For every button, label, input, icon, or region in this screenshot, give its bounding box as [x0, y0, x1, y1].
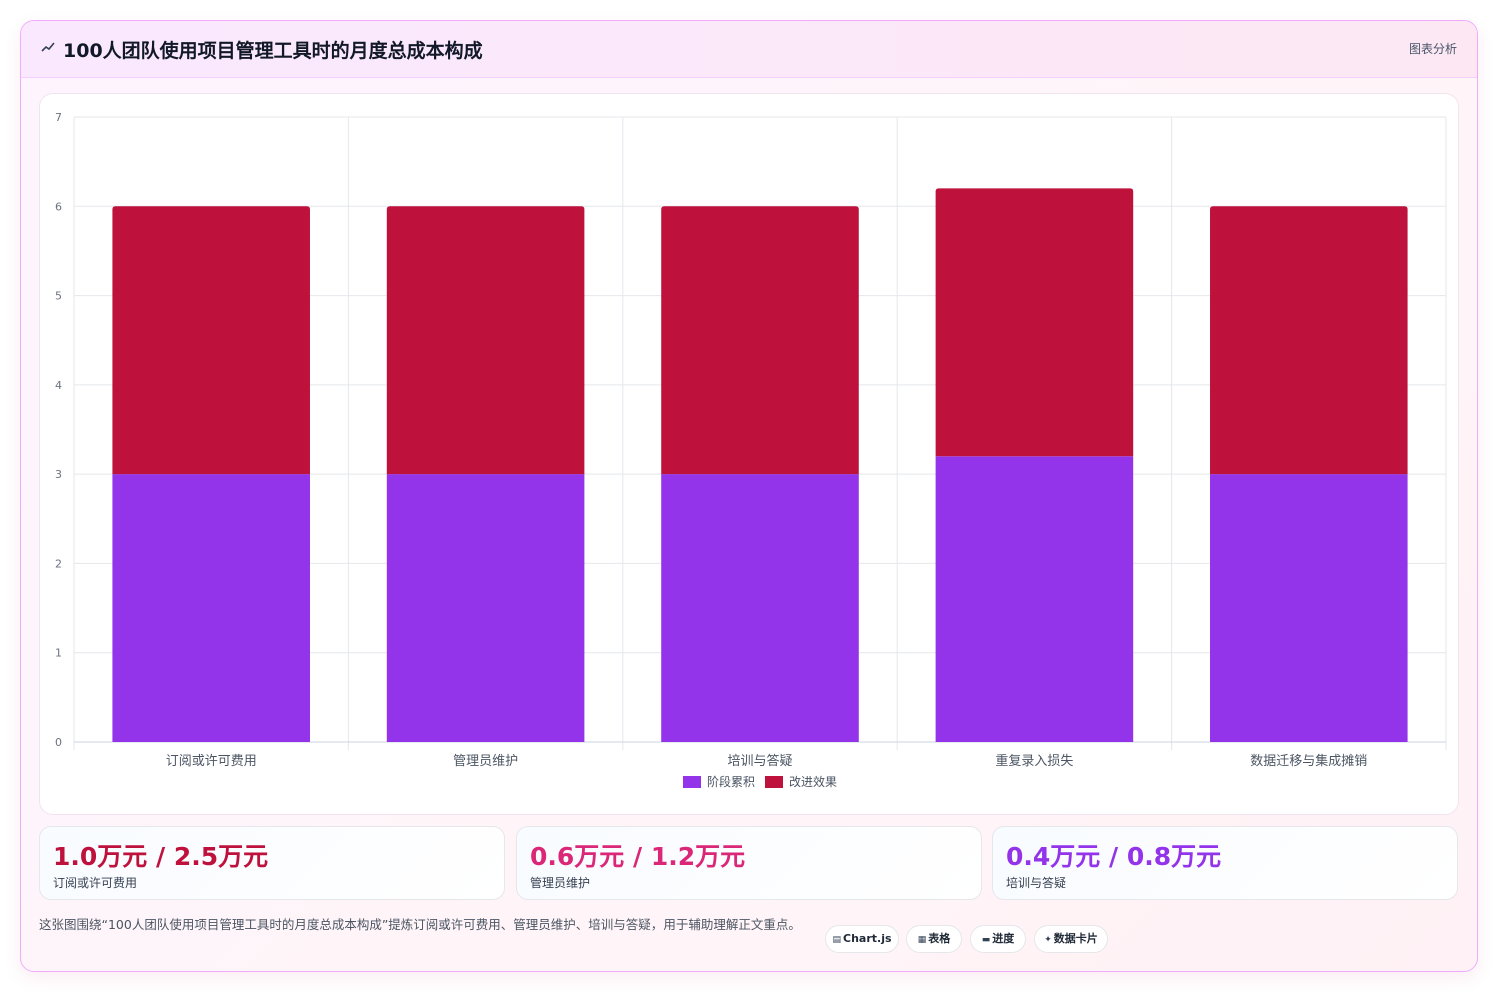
- y-tick-label: 6: [55, 200, 62, 213]
- legend-swatch: [683, 776, 701, 788]
- stat-label: 管理员维护: [530, 876, 591, 890]
- bar-segment: [112, 474, 310, 742]
- stat-label: 培训与答疑: [1006, 876, 1067, 890]
- chip-table[interactable]: ▦ 表格: [906, 925, 962, 953]
- y-tick-label: 0: [55, 736, 62, 749]
- x-tick-label: 培训与答疑: [727, 753, 792, 769]
- x-tick-label: 数据迁移与集成摊销: [1250, 753, 1367, 769]
- y-tick-label: 7: [55, 111, 62, 124]
- y-tick-label: 5: [55, 290, 62, 303]
- chip-label: 进度: [992, 932, 1015, 945]
- bar-segment: [112, 206, 310, 475]
- trend-line-icon: [41, 42, 55, 52]
- stat-value: 0.6万元 / 1.2万元: [530, 842, 746, 871]
- legend-swatch: [765, 776, 783, 788]
- stacked-bar-chart: 0 1 2 3 4 5 6 7 订阅或许可费用 管理员维护 培训与答疑 重复录入损失 数据迁移与集成摊销…: [55, 111, 1447, 789]
- bar-segment: [1210, 474, 1408, 742]
- x-tick-label: 重复录入损失: [995, 753, 1073, 769]
- stat-label: 订阅或许可费用: [53, 876, 138, 890]
- y-tick-label: 3: [55, 468, 62, 481]
- bar-segment: [935, 188, 1134, 457]
- stat-card: 0.6万元 / 1.2万元 管理员维护: [516, 826, 982, 900]
- bar-segment: [1210, 206, 1408, 475]
- analysis-tag: 图表分析: [1408, 42, 1457, 56]
- sparkle-icon: ✦: [1044, 935, 1052, 945]
- bar-segment: [661, 206, 859, 475]
- chart-card: 100人团队使用项目管理工具时的月度总成本构成 图表分析 0 1 2 3 4 5 6 7 订阅或…: [20, 20, 1478, 972]
- chip-label: 数据卡片: [1053, 932, 1098, 945]
- bar-segment: [386, 206, 585, 475]
- bar-segment: [386, 474, 585, 742]
- chart-icon: ▤: [832, 935, 841, 945]
- stat-card: 1.0万元 / 2.5万元 订阅或许可费用: [39, 826, 505, 900]
- bar-segment: [661, 474, 859, 742]
- card-header: 100人团队使用项目管理工具时的月度总成本构成 图表分析: [21, 21, 1477, 78]
- y-tick-label: 1: [55, 647, 62, 660]
- chip-data-card[interactable]: ✦ 数据卡片: [1034, 925, 1108, 953]
- table-icon: ▦: [917, 935, 927, 945]
- legend-label: 改进效果: [789, 774, 837, 789]
- bar-segment: [935, 456, 1134, 742]
- chip-chartjs[interactable]: ▤ Chart.js: [825, 925, 899, 953]
- y-tick-label: 4: [55, 379, 62, 392]
- y-tick-label: 2: [55, 557, 62, 570]
- chart-description: 这张图围绕“100人团队使用项目管理工具时的月度总成本构成”提炼订阅或许可费用、…: [39, 917, 801, 932]
- x-tick-label: 管理员维护: [453, 754, 518, 769]
- stat-value: 0.4万元 / 0.8万元: [1006, 842, 1222, 871]
- chip-label: 表格: [928, 932, 951, 945]
- progress-icon: ▬: [981, 935, 991, 945]
- stat-value: 1.0万元 / 2.5万元: [53, 842, 269, 871]
- chart-container: 0 1 2 3 4 5 6 7 订阅或许可费用 管理员维护 培训与答疑 重复录入损失 数据迁移与集成摊销…: [39, 93, 1459, 815]
- chip-progress[interactable]: ▬ 进度: [970, 925, 1026, 953]
- chip-label: Chart.js: [843, 932, 892, 945]
- x-tick-label: 订阅或许可费用: [166, 754, 257, 769]
- stat-card: 0.4万元 / 0.8万元 培训与答疑: [992, 826, 1458, 900]
- legend-label: 阶段累积: [707, 774, 755, 789]
- page-title: 100人团队使用项目管理工具时的月度总成本构成: [63, 40, 483, 62]
